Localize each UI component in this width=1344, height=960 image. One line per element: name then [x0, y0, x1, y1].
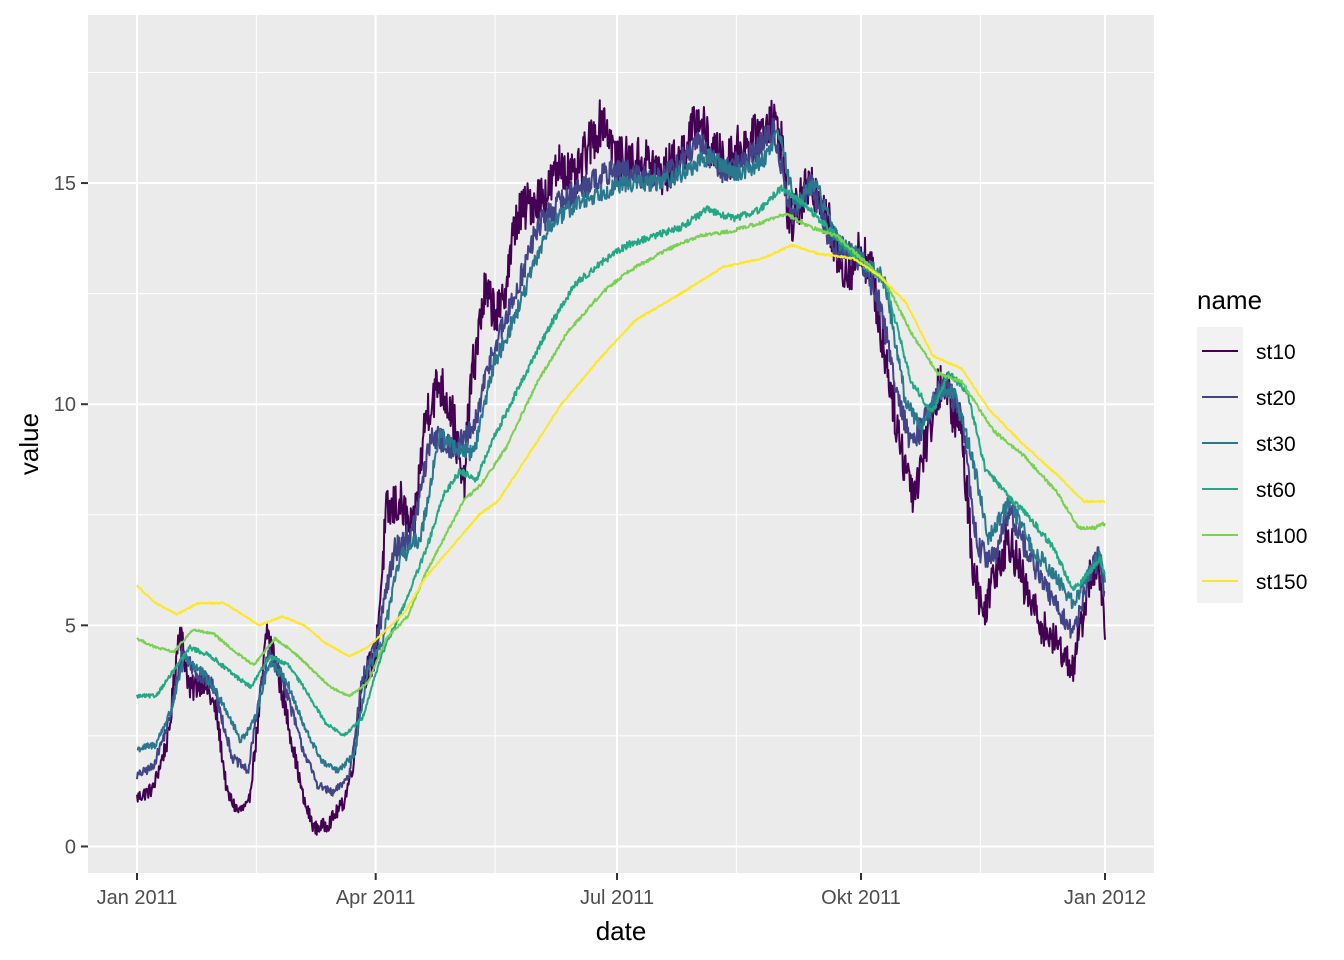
legend-label-st10: st10 [1256, 341, 1296, 364]
legend-key-background [1197, 327, 1243, 603]
x-tick-label: Jul 2011 [580, 887, 654, 909]
series-line-st20 [136, 117, 1106, 797]
legend-title: name [1197, 285, 1262, 315]
plot-area [136, 99, 1106, 836]
legend-label-st150: st150 [1256, 571, 1307, 594]
x-axis: Jan 2011 Apr 2011 Jul 2011 Okt 2011 Jan 2012 [97, 873, 1146, 909]
y-tick-label: 0 [65, 836, 76, 858]
legend-label-st30: st30 [1256, 433, 1296, 456]
series-line-st150 [136, 243, 1106, 658]
legend-items: st10 st20 st30 st60 st100 st150 [1202, 341, 1307, 594]
legend: name st10 st20 st30 st60 st100 st150 [1197, 285, 1307, 603]
x-tick-label: Apr 2011 [336, 887, 416, 909]
minor-gridlines [88, 15, 1154, 873]
legend-label-st60: st60 [1256, 479, 1296, 502]
y-axis: 0 5 10 15 [54, 173, 88, 858]
y-tick-label: 15 [54, 173, 76, 195]
series-lines [136, 99, 1106, 836]
y-tick-label: 5 [65, 615, 76, 637]
x-tick-label: Jan 2012 [1064, 887, 1146, 909]
series-line-st60 [136, 184, 1106, 737]
x-axis-title: date [596, 916, 647, 946]
y-axis-title: value [14, 413, 44, 475]
y-tick-label: 10 [54, 394, 76, 416]
x-tick-label: Jan 2011 [97, 887, 178, 909]
series-line-st30 [136, 129, 1106, 774]
x-tick-label: Okt 2011 [821, 887, 901, 909]
legend-label-st20: st20 [1256, 387, 1296, 410]
legend-label-st100: st100 [1256, 525, 1307, 548]
series-line-st100 [136, 212, 1106, 698]
